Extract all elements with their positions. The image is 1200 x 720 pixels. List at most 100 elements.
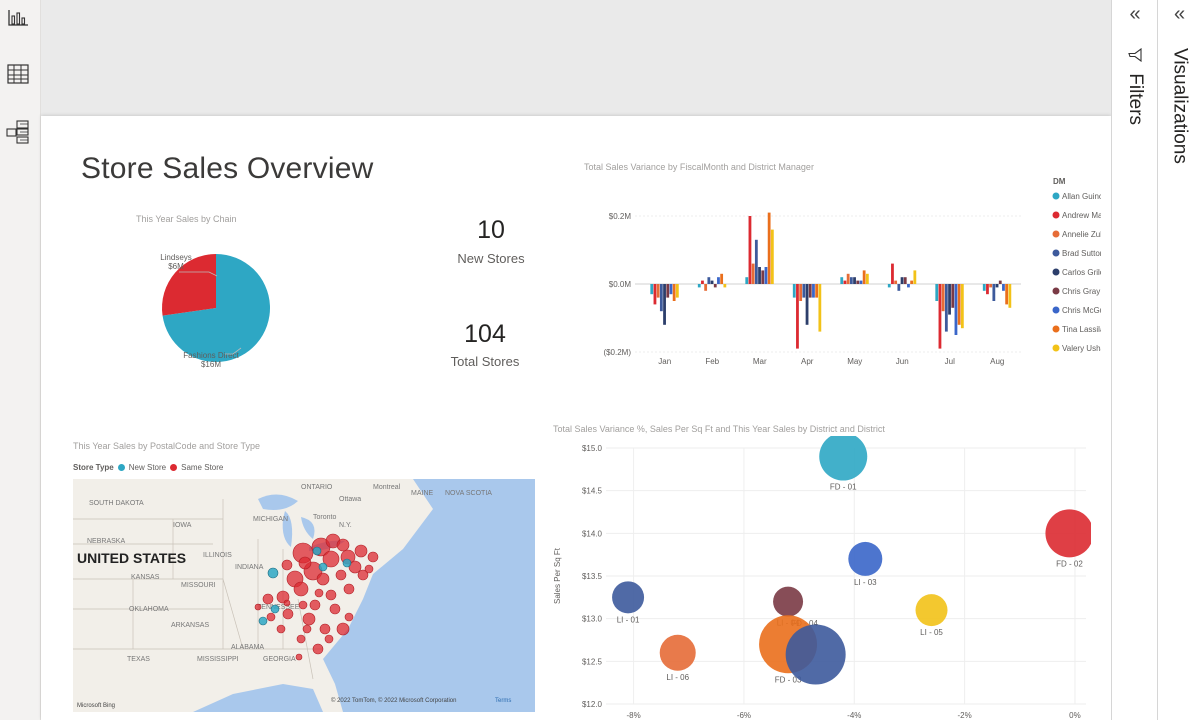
column-bar[interactable] (982, 284, 986, 291)
map-bubble-same-store[interactable] (298, 600, 308, 610)
column-bar[interactable] (815, 284, 819, 298)
column-bar[interactable] (720, 273, 724, 284)
column-bar[interactable] (843, 280, 847, 284)
map-bubble-same-store[interactable] (295, 653, 303, 661)
column-bar[interactable] (761, 270, 765, 284)
model-view-button[interactable] (4, 118, 32, 146)
column-bar[interactable] (802, 284, 806, 298)
filters-pane-toggle[interactable]: Filters (1124, 48, 1146, 125)
scatter-bubble[interactable] (659, 634, 696, 671)
column-bar[interactable] (865, 273, 869, 284)
map-bubble-same-store[interactable] (296, 634, 306, 644)
map-bubble-same-store[interactable] (298, 556, 312, 570)
legend-entry[interactable]: Tina Lassila (1062, 325, 1101, 334)
column-bar[interactable] (913, 270, 917, 284)
column-bar[interactable] (758, 267, 761, 284)
column-bar[interactable] (675, 284, 679, 298)
column-bar[interactable] (713, 284, 717, 288)
legend-label-same-store[interactable]: Same Store (181, 463, 224, 472)
column-bar[interactable] (887, 284, 891, 288)
map-bubble-same-store[interactable] (316, 572, 330, 586)
map-bubble-same-store[interactable] (283, 599, 291, 607)
column-bar[interactable] (897, 284, 901, 291)
map-bubble-same-store[interactable] (266, 612, 276, 622)
scatter-bubble[interactable] (915, 594, 948, 627)
column-bar[interactable] (891, 263, 894, 284)
scatter-bubble[interactable] (1045, 509, 1091, 558)
legend-marker[interactable] (1052, 211, 1060, 219)
scatter-bubble[interactable] (773, 586, 804, 617)
map-bubble-same-store[interactable] (322, 550, 340, 568)
column-bar[interactable] (1008, 284, 1012, 308)
column-bar[interactable] (840, 277, 844, 284)
legend-entry[interactable]: Chris Gray (1062, 287, 1100, 296)
legend-marker[interactable] (1052, 249, 1060, 257)
legend-marker[interactable] (1052, 306, 1060, 314)
map-bubble-new-store[interactable] (342, 558, 352, 568)
column-bar[interactable] (849, 277, 853, 284)
column-bar[interactable] (808, 284, 812, 298)
column-chart[interactable]: $0.2M $0.0M ($0.2M) Jan Feb Mar Apr May Jun Jul Au… (571, 174, 1101, 374)
visualizations-pane-title[interactable]: Visualizations (1169, 48, 1191, 164)
map-bubble-same-store[interactable] (344, 612, 354, 622)
legend-marker[interactable] (1052, 287, 1060, 295)
column-bar[interactable] (992, 284, 996, 301)
scatter-bubble[interactable] (785, 624, 846, 685)
legend-marker[interactable] (1052, 344, 1060, 352)
column-bar[interactable] (986, 284, 989, 295)
map-bubble-same-store[interactable] (354, 544, 368, 558)
column-bar[interactable] (995, 284, 999, 288)
legend-entry[interactable]: Andrew Ma (1062, 211, 1101, 220)
column-bar[interactable] (812, 284, 815, 298)
column-bar[interactable] (764, 267, 768, 284)
column-bar[interactable] (710, 280, 714, 284)
map-bubble-same-store[interactable] (282, 608, 294, 620)
column-bar[interactable] (853, 277, 856, 284)
map-bubble-same-store[interactable] (302, 612, 316, 626)
column-bar[interactable] (948, 284, 951, 315)
visualizations-expand-button[interactable]: « (1173, 3, 1186, 25)
column-bar[interactable] (770, 229, 774, 284)
legend-entry[interactable]: Chris McGurk (1062, 306, 1101, 315)
column-bar[interactable] (1005, 284, 1009, 305)
column-bar[interactable] (748, 216, 752, 284)
column-bar[interactable] (707, 277, 711, 284)
column-bar[interactable] (903, 277, 907, 284)
map-bubble-same-store[interactable] (343, 583, 355, 595)
map-bubble-same-store[interactable] (254, 603, 262, 611)
scatter-bubble[interactable] (848, 541, 883, 576)
column-bar[interactable] (704, 284, 708, 291)
map-bubble-same-store[interactable] (319, 623, 331, 635)
pie-chart[interactable]: Lindseys$6M Fashions Direct$16M (121, 228, 321, 378)
map-bubble-same-store[interactable] (312, 643, 324, 655)
map-bubble-same-store[interactable] (302, 624, 312, 634)
column-bar[interactable] (960, 284, 964, 329)
column-bar[interactable] (957, 284, 961, 325)
map-bubble-same-store[interactable] (281, 559, 293, 571)
legend-entry[interactable]: Valery Ushakov (1062, 344, 1101, 353)
filters-expand-button[interactable]: « (1129, 3, 1141, 25)
map-visual[interactable]: SOUTH DAKOTA IOWA NEBRASKA KANSAS MISSOURI OK… (73, 479, 535, 712)
column-bar[interactable] (856, 280, 860, 284)
column-bar[interactable] (745, 277, 749, 284)
legend-entry[interactable]: Allan Guinot (1062, 192, 1101, 201)
map-bubble-same-store[interactable] (357, 569, 369, 581)
map-bubble-same-store[interactable] (367, 551, 379, 563)
map-bubble-same-store[interactable] (336, 622, 350, 636)
column-bar[interactable] (717, 277, 720, 284)
column-bar[interactable] (751, 263, 755, 284)
column-bar[interactable] (650, 284, 654, 295)
map-bubble-same-store[interactable] (309, 599, 321, 611)
map-bubble-same-store[interactable] (314, 588, 324, 598)
report-view-button[interactable] (4, 4, 32, 32)
column-bar[interactable] (907, 284, 910, 288)
map-bubble-new-store[interactable] (312, 546, 322, 556)
column-bar[interactable] (666, 284, 670, 298)
column-bar[interactable] (998, 280, 1002, 284)
column-bar[interactable] (723, 284, 727, 288)
legend-marker[interactable] (1052, 230, 1060, 238)
legend-label-new-store[interactable]: New Store (128, 463, 167, 472)
legend-marker[interactable] (1052, 268, 1060, 276)
column-bar[interactable] (935, 284, 939, 301)
column-bar[interactable] (796, 284, 799, 349)
